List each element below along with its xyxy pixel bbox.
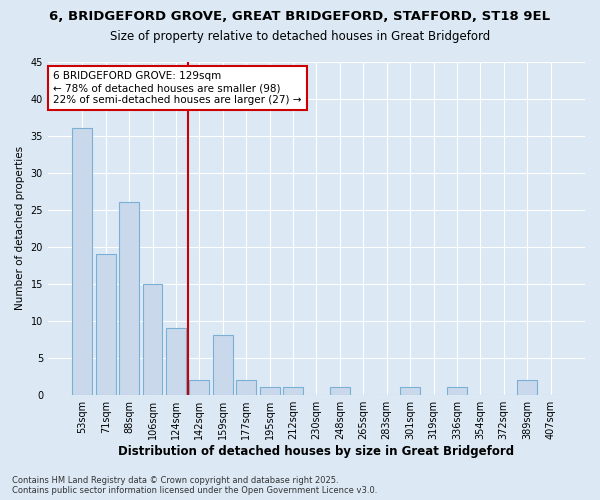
Text: 6 BRIDGEFORD GROVE: 129sqm
← 78% of detached houses are smaller (98)
22% of semi: 6 BRIDGEFORD GROVE: 129sqm ← 78% of deta…	[53, 72, 302, 104]
Text: Size of property relative to detached houses in Great Bridgeford: Size of property relative to detached ho…	[110, 30, 490, 43]
X-axis label: Distribution of detached houses by size in Great Bridgeford: Distribution of detached houses by size …	[118, 444, 515, 458]
Bar	[236, 380, 256, 394]
Text: Contains HM Land Registry data © Crown copyright and database right 2025.
Contai: Contains HM Land Registry data © Crown c…	[12, 476, 377, 495]
Bar	[283, 388, 303, 394]
Bar	[143, 284, 163, 395]
Bar	[447, 388, 467, 394]
Bar	[260, 388, 280, 394]
Bar	[213, 336, 233, 394]
Bar	[400, 388, 420, 394]
Bar	[330, 388, 350, 394]
Bar	[190, 380, 209, 394]
Bar	[517, 380, 537, 394]
Bar	[96, 254, 116, 394]
Text: 6, BRIDGEFORD GROVE, GREAT BRIDGEFORD, STAFFORD, ST18 9EL: 6, BRIDGEFORD GROVE, GREAT BRIDGEFORD, S…	[49, 10, 551, 23]
Bar	[119, 202, 139, 394]
Bar	[73, 128, 92, 394]
Bar	[166, 328, 186, 394]
Y-axis label: Number of detached properties: Number of detached properties	[15, 146, 25, 310]
